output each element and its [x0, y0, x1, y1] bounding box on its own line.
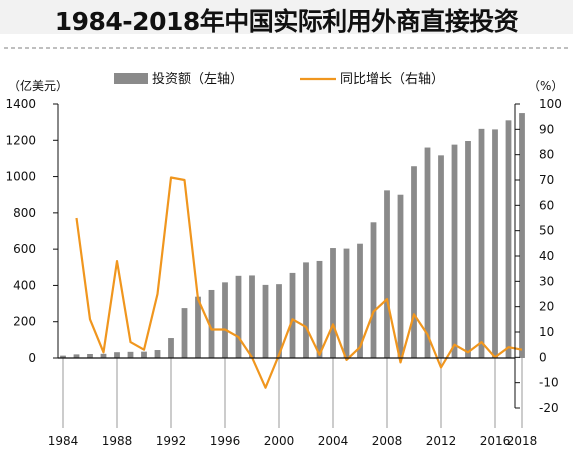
bar-1987 — [100, 353, 107, 358]
y-left-tick-label: 1200 — [5, 133, 36, 147]
x-tick-label: 2012 — [426, 434, 457, 448]
bar-2012 — [438, 155, 444, 358]
bar-1991 — [154, 350, 161, 358]
y-right-tick-label: 100 — [539, 97, 562, 111]
x-tick-label: 2000 — [264, 434, 295, 448]
bar-2011 — [424, 147, 431, 358]
x-tick-label: 2018 — [507, 434, 538, 448]
bar-2003 — [316, 260, 323, 358]
y-left-tick-label: 400 — [13, 278, 36, 292]
y-right-tick-label: 0 — [539, 350, 547, 364]
y-right-unit-label: （%） — [528, 79, 563, 93]
x-tick-label: 2016 — [480, 434, 511, 448]
legend: 投资额（左轴） 同比增长（右轴） — [114, 71, 444, 87]
y-left-tick-label: 1400 — [5, 97, 36, 111]
bar-1995 — [208, 289, 215, 358]
bar-1992 — [168, 338, 174, 358]
y-right-tick-label: 80 — [539, 148, 554, 162]
y-right-tick-label: 30 — [539, 274, 554, 288]
x-tick-label: 2008 — [372, 434, 403, 448]
bar-2002 — [303, 262, 309, 358]
bar-2004 — [330, 248, 336, 358]
bar-2005 — [343, 248, 350, 358]
bar-2001 — [289, 272, 296, 358]
bar-2017 — [505, 120, 512, 358]
chart-title: 1984-2018年中国实际利用外商直接投资 — [54, 7, 519, 36]
bar-1994 — [195, 296, 201, 358]
growth-line — [75, 176, 523, 389]
bar-2000 — [276, 284, 282, 358]
bar-1999 — [262, 284, 269, 358]
y-right-tick-label: 50 — [539, 224, 554, 238]
y-right-tick-label: -20 — [539, 401, 559, 415]
bar-2006 — [357, 243, 363, 358]
y-left-tick-label: 200 — [13, 315, 36, 329]
x-tick-label: 1988 — [102, 434, 133, 448]
y-left-unit-label: （亿美元） — [8, 78, 68, 93]
y-left-tick-label: 0 — [28, 351, 36, 365]
bar-2014 — [465, 141, 471, 358]
x-tick-label: 2004 — [318, 434, 349, 448]
y-left-tick-label: 1000 — [5, 170, 36, 184]
bar-series — [60, 113, 525, 358]
y-right-tick-label: 10 — [539, 325, 554, 339]
bar-1996 — [222, 282, 228, 358]
y-right-tick-label: -10 — [539, 376, 559, 390]
x-tick-label: 1992 — [156, 434, 187, 448]
bar-1997 — [235, 275, 242, 358]
y-right-tick-label: 90 — [539, 122, 554, 136]
x-tick-label: 1996 — [210, 434, 241, 448]
bar-2018 — [519, 113, 525, 358]
bar-1984 — [60, 355, 66, 358]
line-series — [75, 176, 523, 389]
bar-2010 — [411, 166, 417, 358]
y-right-tick-label: 60 — [539, 198, 554, 212]
bar-1998 — [249, 275, 255, 358]
y-right-tick-label: 70 — [539, 173, 554, 187]
bar-2008 — [384, 190, 390, 358]
bar-2015 — [478, 128, 485, 358]
bar-2016 — [492, 129, 498, 358]
legend-line-label: 同比增长（右轴） — [340, 72, 444, 87]
x-tick-label: 1984 — [48, 434, 79, 448]
year-guides — [62, 358, 523, 428]
y-right-tick-label: 40 — [539, 249, 554, 263]
y-right-tick-label: 20 — [539, 300, 554, 314]
bar-1989 — [127, 351, 134, 358]
bar-2007 — [370, 222, 377, 358]
legend-bar-label: 投资额（左轴） — [152, 71, 243, 87]
legend-bar-swatch — [114, 73, 148, 84]
bar-1990 — [141, 351, 147, 358]
bar-1985 — [73, 354, 80, 358]
bar-1986 — [87, 354, 93, 358]
bar-2013 — [451, 144, 458, 358]
bar-2009 — [397, 194, 404, 358]
bar-1993 — [181, 308, 188, 358]
title-band: 1984-2018年中国实际利用外商直接投资 — [0, 0, 573, 36]
axes: 0 200 400 600 800 1000 1200 1400 -20 -10 0 10 20 30 40… — [5, 78, 563, 448]
y-left-tick-label: 800 — [13, 206, 36, 220]
bar-1988 — [114, 352, 120, 358]
y-left-tick-label: 600 — [13, 242, 36, 256]
